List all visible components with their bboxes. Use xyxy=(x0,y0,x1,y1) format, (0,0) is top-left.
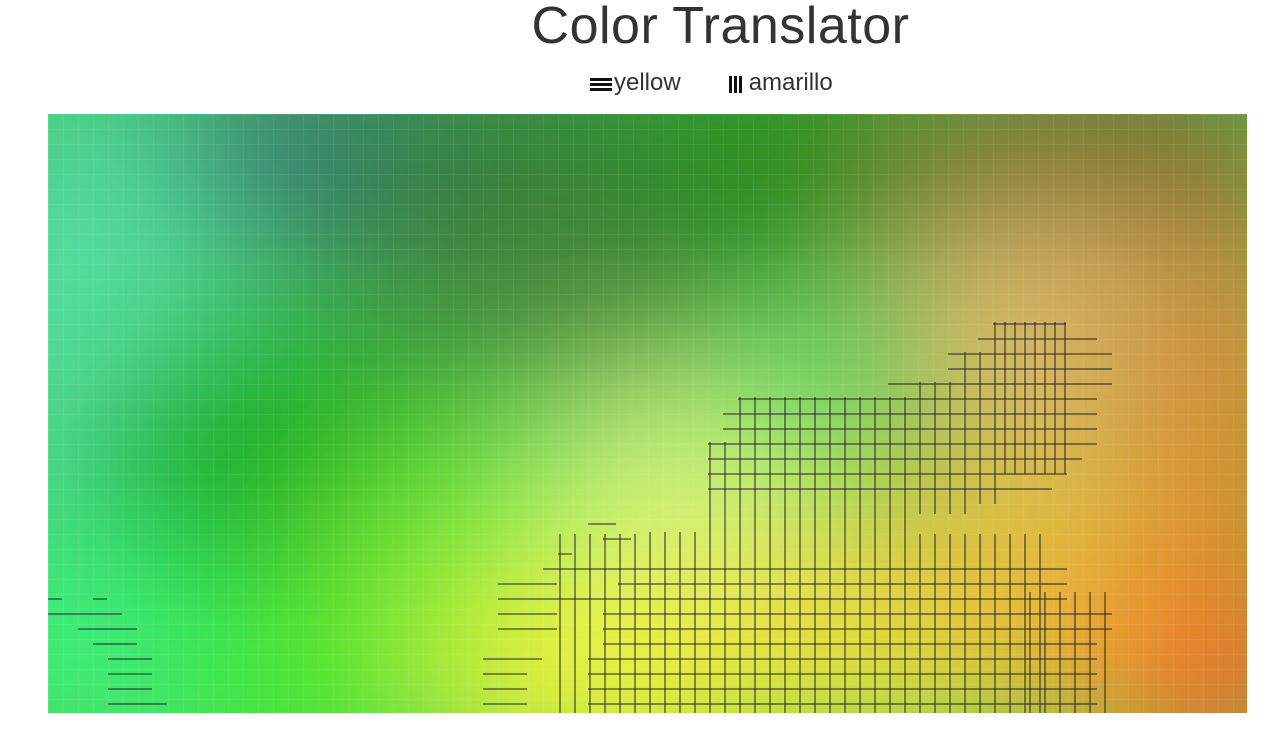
legend-item-yellow[interactable]: yellow xyxy=(588,68,681,98)
legend-label-amarillo: amarillo xyxy=(748,69,833,96)
legend-item-amarillo[interactable]: amarillo xyxy=(723,68,833,98)
legend-label-yellow: yellow xyxy=(614,69,681,96)
vertical-lines-icon xyxy=(728,76,742,93)
horizontal-lines-icon xyxy=(590,78,612,91)
header: Color Translator xyxy=(0,0,1271,52)
color-map[interactable] xyxy=(48,114,1247,713)
color-field[interactable] xyxy=(48,114,1247,713)
legend: yellow amarillo xyxy=(588,68,833,98)
page-title: Color Translator xyxy=(531,0,910,55)
